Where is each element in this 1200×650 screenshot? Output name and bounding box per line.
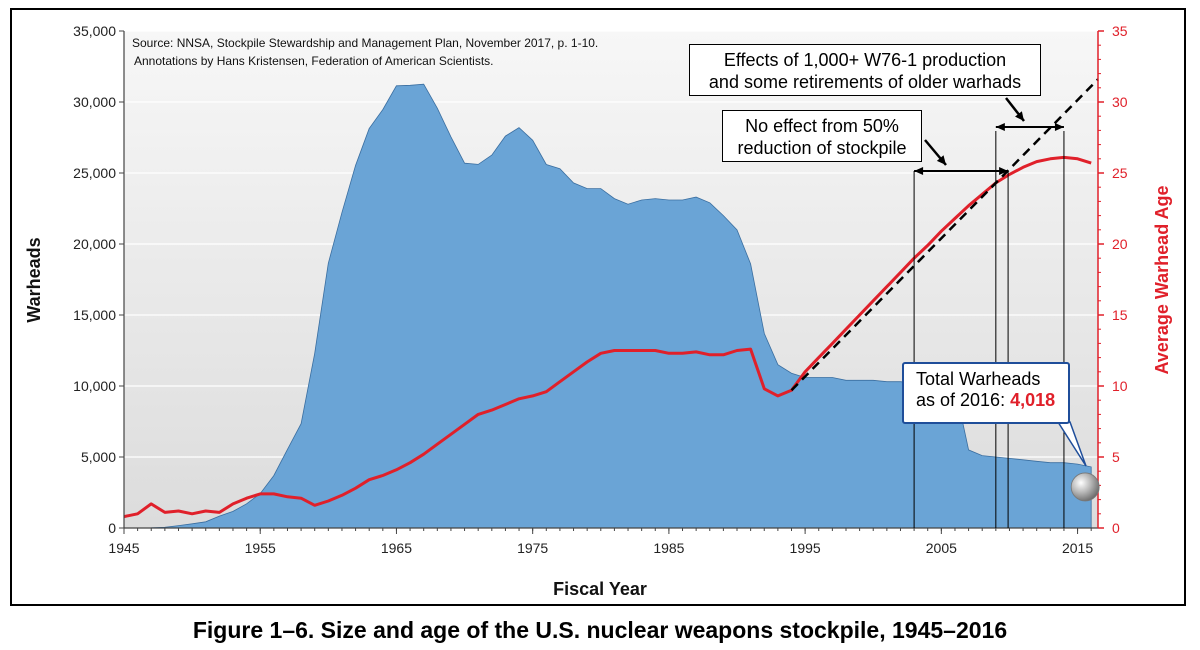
left-axis-title: Warheads <box>24 237 44 322</box>
reduction-effect-line-1: No effect from 50% <box>745 116 899 136</box>
source-line-1: Source: NNSA, Stockpile Stewardship and … <box>132 36 599 50</box>
left-tick-label: 0 <box>108 520 116 536</box>
total-label-prefix: as of 2016: <box>916 390 1011 410</box>
right-tick-label: 20 <box>1112 236 1128 252</box>
x-tick-label: 1955 <box>245 540 276 556</box>
total-label-line-2: as of 2016: 4,018 <box>916 390 1068 411</box>
left-tick-label: 15,000 <box>73 307 116 323</box>
figure-frame <box>10 8 1186 606</box>
annotation-lines <box>913 97 1100 528</box>
reduction-effect-line-2: reduction of stockpile <box>737 138 907 158</box>
right-tick-label: 5 <box>1112 449 1120 465</box>
age-projection-dashed-line <box>790 78 1099 392</box>
axes: 0 5,000 10,000 15,000 20,000 25,000 30,000 35,0… <box>73 23 1128 556</box>
right-axis-title: Average Warhead Age <box>1152 185 1172 374</box>
reduction-bracket-arrow-head-right <box>999 167 1009 175</box>
right-tick-label: 25 <box>1112 165 1128 181</box>
left-tick-label: 25,000 <box>73 165 116 181</box>
stockpile-chart: 0 5,000 10,000 15,000 20,000 25,000 30,000 35,0… <box>24 23 1172 599</box>
total-warheads-value: 4,018 <box>1010 390 1056 410</box>
production-effect-line-1: Effects of 1,000+ W76-1 production <box>723 50 1007 70</box>
right-tick-label: 0 <box>1112 520 1120 536</box>
x-tick-label: 1945 <box>108 540 139 556</box>
right-tick-label: 15 <box>1112 307 1128 323</box>
left-tick-label: 30,000 <box>73 94 116 110</box>
x-tick-label: 1975 <box>517 540 548 556</box>
production-effect-callout: Effects of 1,000+ W76-1 production and s… <box>689 44 1041 96</box>
x-tick-label: 2005 <box>926 540 957 556</box>
reduction-bracket-arrow-head-left <box>914 167 924 175</box>
production-effect-line-2: and some retirements of older warhads <box>708 72 1022 92</box>
right-tick-label: 30 <box>1112 94 1128 110</box>
production-bracket-arrow-head-right <box>1054 123 1064 131</box>
x-tick-label: 1995 <box>790 540 821 556</box>
x-tick-label: 1985 <box>653 540 684 556</box>
latest-value-marker <box>1070 472 1100 502</box>
production-bracket-arrow-head-left <box>995 123 1005 131</box>
age-line-layer <box>123 78 1099 519</box>
x-tick-label: 2015 <box>1062 540 1093 556</box>
left-tick-label: 20,000 <box>73 236 116 252</box>
x-tick-label: 1965 <box>381 540 412 556</box>
average-age-line <box>123 155 1092 519</box>
reduction-pointer-arrow-head <box>936 155 946 165</box>
source-line-2: Annotations by Hans Kristensen, Federati… <box>134 54 494 68</box>
figure-caption: Figure 1–6. Size and age of the U.S. nuc… <box>192 617 1008 643</box>
production-pointer-arrow-head <box>1015 111 1024 121</box>
total-warheads-callout: Total Warheads as of 2016: 4,018 <box>902 362 1070 424</box>
reduction-effect-callout: No effect from 50% reduction of stockpil… <box>722 110 922 162</box>
left-tick-label: 10,000 <box>73 378 116 394</box>
right-tick-label: 10 <box>1112 378 1128 394</box>
left-tick-label: 35,000 <box>73 23 116 39</box>
total-label-line-1: Total Warheads <box>916 369 1041 389</box>
right-tick-label: 35 <box>1112 23 1128 39</box>
left-tick-label: 5,000 <box>81 449 116 465</box>
x-axis-title: Fiscal Year <box>553 579 647 599</box>
